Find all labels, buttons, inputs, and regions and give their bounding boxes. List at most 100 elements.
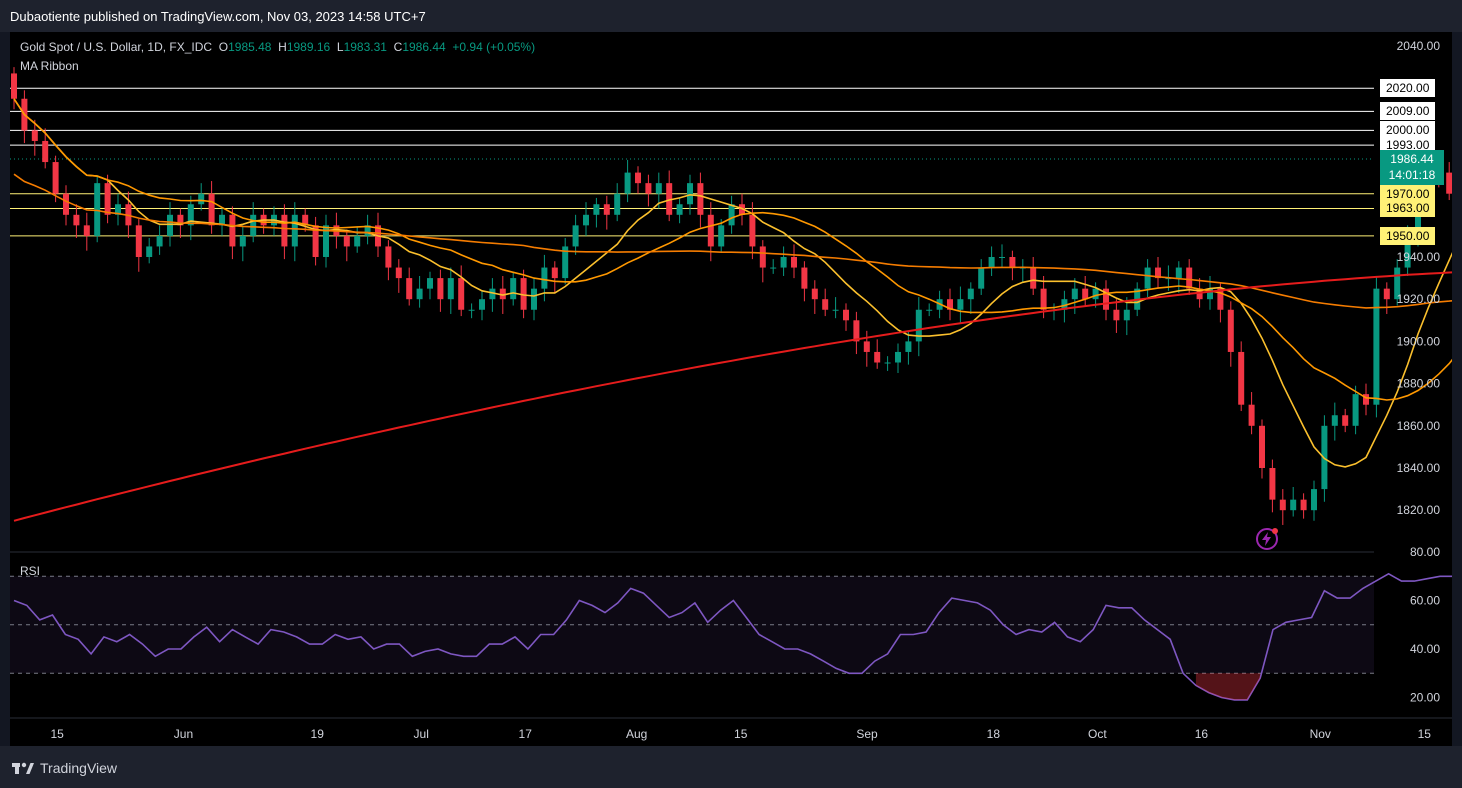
candle-body: [302, 214, 309, 226]
candle-body: [11, 73, 17, 99]
candle: [1144, 259, 1151, 298]
candle-body: [770, 267, 777, 269]
candle-body: [1404, 235, 1411, 268]
candle-body: [167, 214, 173, 236]
change-value: +0.94 (+0.05%): [452, 40, 536, 54]
candle: [1446, 162, 1452, 201]
candle: [801, 261, 808, 302]
candle-body: [1009, 257, 1016, 268]
candle: [63, 185, 69, 226]
candle-body: [219, 214, 225, 226]
candle-body: [343, 235, 350, 247]
ma-line-3: [13, 173, 1452, 309]
time-axis-tick: 15: [50, 727, 64, 741]
candle-body: [52, 162, 59, 194]
candle-body: [239, 235, 246, 247]
last-price-tag: 1986.44 14:01:18: [1380, 150, 1444, 185]
candle: [1363, 383, 1369, 416]
candle-body: [1092, 288, 1099, 300]
candle-body: [312, 225, 319, 257]
open-value: 1985.48: [228, 40, 272, 54]
candle-body: [801, 267, 808, 289]
candle-body: [468, 309, 475, 311]
candle-body: [187, 204, 194, 226]
candle-body: [447, 278, 454, 300]
candle-body: [208, 193, 215, 226]
candle: [1051, 303, 1057, 321]
candle-body: [1061, 299, 1068, 310]
candle: [780, 246, 787, 276]
candle-body: [135, 225, 142, 257]
candle: [531, 278, 537, 321]
candle-body: [406, 278, 413, 300]
candle: [905, 330, 912, 365]
candle: [884, 356, 891, 371]
candle-body: [635, 172, 641, 184]
tradingview-brand[interactable]: TradingView: [12, 760, 117, 776]
candle: [666, 170, 673, 222]
ma-ribbon-legend[interactable]: MA Ribbon: [20, 59, 79, 73]
candle-body: [489, 288, 496, 300]
lightning-alert-icon[interactable]: [1254, 527, 1280, 553]
candle-body: [94, 183, 101, 236]
candle: [489, 278, 496, 312]
candle-body: [749, 214, 756, 247]
candle: [364, 214, 371, 245]
time-axis-tick: 15: [1418, 727, 1432, 741]
candle: [520, 269, 527, 319]
candle: [967, 282, 974, 314]
candle: [31, 119, 38, 156]
candle: [73, 204, 80, 239]
candle-body: [250, 214, 257, 236]
candle: [468, 303, 475, 319]
candle: [1217, 282, 1224, 323]
tradingview-logo-icon: [12, 762, 34, 774]
candle-body: [1290, 499, 1297, 511]
candle: [593, 197, 600, 228]
candle-body: [229, 214, 236, 247]
candle-body: [562, 246, 569, 279]
chart-frame[interactable]: 2040.00 1940.00 1920.00 1900.00 1880.00 1860.…: [10, 32, 1452, 746]
candle: [645, 174, 652, 207]
candle: [406, 267, 413, 306]
candle: [1123, 297, 1130, 336]
candle: [624, 159, 631, 203]
candle-body: [822, 299, 829, 310]
candle-body: [780, 257, 787, 268]
time-axis-tick: Jun: [174, 727, 193, 741]
candle-body: [291, 214, 298, 247]
candle: [676, 197, 683, 224]
candle: [281, 204, 288, 260]
candle: [250, 202, 257, 243]
rsi-axis-tick: 20.00: [1410, 691, 1440, 705]
price-axis-tick: 1860.00: [1397, 419, 1441, 433]
candle-body: [905, 341, 912, 352]
time-axis-tick: 17: [519, 727, 533, 741]
candle: [343, 229, 350, 262]
candle: [1331, 402, 1338, 441]
price-axis-tick: 1920.00: [1397, 292, 1441, 306]
candle: [94, 176, 101, 243]
time-axis-tick: Aug: [626, 727, 647, 741]
candle: [603, 195, 610, 230]
level-tag: 1950.00: [1380, 226, 1436, 245]
candle: [1290, 486, 1297, 517]
rsi-axis-tick: 80.00: [1410, 545, 1440, 559]
chart-svg[interactable]: 2040.001940.001920.001900.001880.001860.…: [10, 32, 1452, 746]
candle-body: [583, 214, 589, 226]
time-axis-tick: Nov: [1310, 727, 1331, 741]
symbol-legend[interactable]: Gold Spot / U.S. Dollar, 1D, FX_IDC O198…: [20, 40, 535, 54]
high-key: H: [278, 40, 287, 54]
candle: [1373, 275, 1380, 418]
rsi-legend[interactable]: RSI: [20, 564, 41, 578]
candle-body: [1311, 489, 1317, 511]
candle: [291, 202, 298, 262]
candle: [312, 216, 319, 266]
candle: [146, 238, 153, 264]
candle-body: [676, 204, 683, 215]
level-tag: 2009.00: [1380, 102, 1436, 121]
close-key: C: [393, 40, 403, 54]
candle-body: [957, 299, 964, 310]
candle-body: [551, 267, 558, 279]
candle-body: [1144, 267, 1151, 289]
